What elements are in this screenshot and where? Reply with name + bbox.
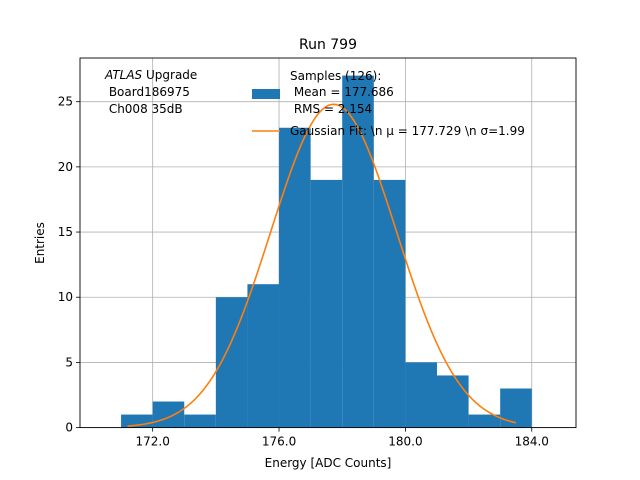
gaussian-fit-curve: [127, 103, 517, 427]
y-axis-ticks: 0 5 10 15 20 25: [58, 95, 80, 435]
annotation-atlas: ATLAS: [104, 68, 143, 82]
histogram-bar-10: [436, 375, 469, 428]
histogram-bar-11: [468, 414, 501, 428]
y-axis-label: Entries: [33, 222, 47, 264]
histogram-bars: [121, 75, 532, 428]
y-tick-label-5: 25: [58, 95, 73, 109]
y-tick-label-4: 20: [58, 160, 73, 174]
histogram-bar-5: [279, 127, 311, 428]
legend-histogram-patch: [252, 89, 280, 99]
histogram-bar-6: [310, 179, 343, 428]
annotation-upgrade: Upgrade: [142, 68, 197, 82]
x-tick-label-1: 176.0: [262, 435, 296, 449]
y-tick-label-3: 15: [58, 225, 73, 239]
legend-rms: RMS = 2.154: [290, 102, 372, 116]
annotation-channel: Ch008 35dB: [105, 102, 183, 116]
atlas-annotation: ATLAS Upgrade Board186975 Ch008 35dB: [104, 68, 197, 116]
x-tick-label-2: 180.0: [388, 435, 422, 449]
annotation-board: Board186975: [105, 85, 190, 99]
annotation-line-1: ATLAS Upgrade: [104, 68, 197, 82]
histogram-bar-1: [152, 401, 185, 428]
histogram-bar-12: [500, 388, 532, 428]
histogram-bar-9: [405, 362, 437, 428]
chart-title: Run 799: [299, 37, 357, 53]
y-tick-label-1: 5: [65, 355, 73, 369]
legend-fit-label: Gaussian Fit: \n μ = 177.729 \n σ=1.99: [290, 124, 525, 138]
legend-mean: Mean = 177.686: [290, 85, 394, 99]
legend-samples: Samples (126):: [290, 69, 381, 83]
histogram-bar-8: [373, 179, 406, 428]
histogram-bar-2: [184, 414, 216, 428]
x-axis-ticks: 172.0 176.0 180.0 184.0: [135, 427, 549, 449]
histogram-bar-7: [342, 75, 374, 428]
legend: Samples (126): Mean = 177.686 RMS = 2.15…: [252, 69, 525, 138]
y-tick-label-0: 0: [65, 421, 73, 435]
x-axis-label: Energy [ADC Counts]: [265, 456, 392, 470]
x-tick-label-0: 172.0: [135, 435, 169, 449]
x-tick-label-3: 184.0: [515, 435, 549, 449]
plot-frame: [79, 57, 577, 429]
y-tick-label-2: 10: [58, 290, 73, 304]
histogram-bar-4: [247, 284, 280, 428]
